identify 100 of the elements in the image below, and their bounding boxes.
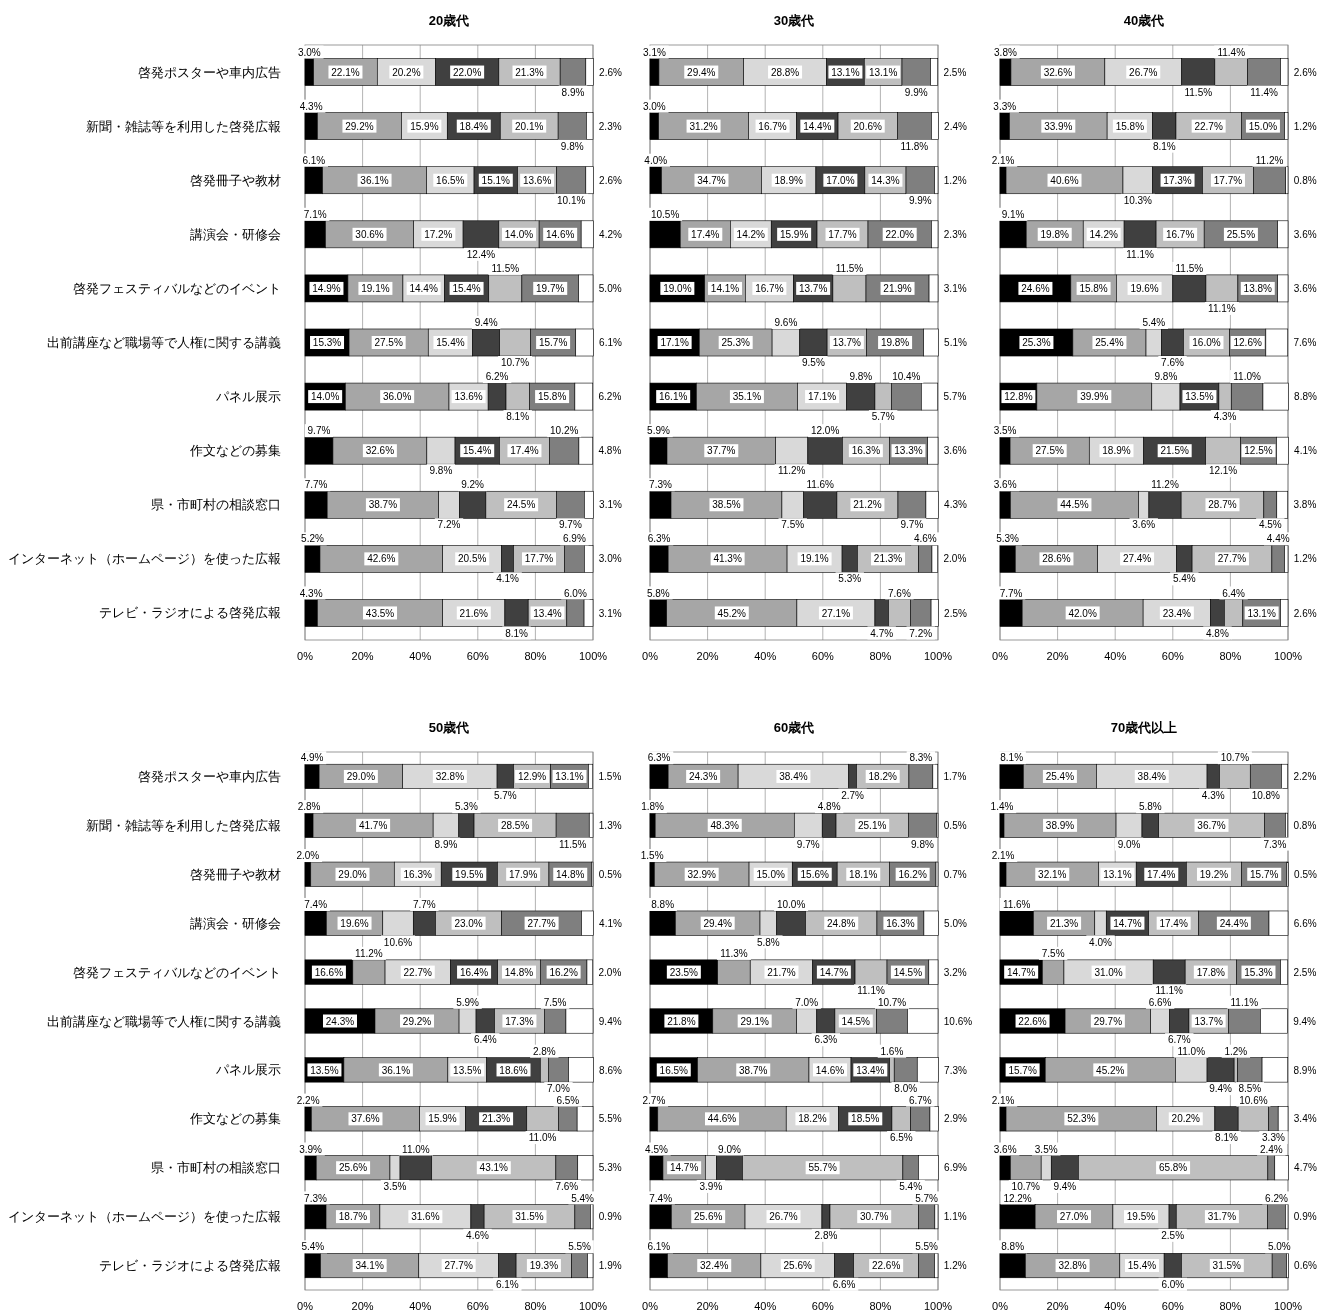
- data-label: 21.3%: [481, 1113, 511, 1125]
- data-label: 2.3%: [598, 120, 622, 132]
- data-label: 48.3%: [710, 819, 740, 831]
- data-label: 9.9%: [908, 194, 932, 206]
- y-tick-label: 作文などの募集: [189, 444, 281, 459]
- data-label: 29.4%: [703, 917, 732, 929]
- data-label: 2.5%: [944, 607, 967, 619]
- data-label: 15.7%: [1008, 1064, 1037, 1076]
- chart-title: 20歳代: [428, 13, 470, 28]
- data-label: 30.6%: [355, 228, 384, 240]
- data-label: 9.2%: [461, 479, 485, 491]
- data-label: 6.0%: [1161, 1278, 1185, 1290]
- data-label: 14.6%: [545, 228, 575, 240]
- data-label: 2.0%: [598, 966, 622, 978]
- x-tick-label: 80%: [869, 1300, 892, 1312]
- data-label: 7.6%: [888, 587, 911, 599]
- data-label: 4.0%: [644, 154, 668, 166]
- data-label: 3.6%: [1293, 283, 1317, 295]
- data-label: 21.7%: [767, 966, 796, 978]
- data-label: 4.3%: [299, 587, 323, 599]
- data-label: 7.0%: [547, 1083, 570, 1095]
- data-label: 44.5%: [1060, 499, 1089, 511]
- data-label: 11.1%: [857, 985, 885, 997]
- data-label: 12.4%: [466, 248, 496, 260]
- data-label: 1.1%: [943, 1211, 967, 1223]
- data-label: 3.5%: [993, 425, 1017, 437]
- data-label: 15.3%: [312, 337, 342, 349]
- data-label: 13.7%: [798, 283, 828, 295]
- data-label: 11.8%: [900, 140, 929, 152]
- data-label: 9.7%: [307, 425, 331, 437]
- data-label: 1.2%: [943, 174, 967, 186]
- x-tick-label: 60%: [811, 650, 835, 662]
- data-label: 32.1%: [1038, 868, 1067, 880]
- data-label: 13.5%: [310, 1064, 339, 1076]
- data-label: 17.4%: [691, 228, 720, 240]
- data-label: 6.0%: [564, 587, 587, 599]
- data-label: 13.7%: [832, 337, 862, 349]
- data-label: 23.4%: [1162, 607, 1192, 619]
- data-label: 11.0%: [1233, 371, 1262, 383]
- data-label: 7.6%: [1161, 357, 1185, 369]
- data-label: 7.3%: [944, 1064, 967, 1076]
- data-label: 4.4%: [1266, 533, 1290, 545]
- data-label: 12.1%: [1208, 465, 1238, 477]
- data-label: 9.0%: [718, 1143, 741, 1155]
- data-label: 28.6%: [1042, 553, 1071, 565]
- data-label: 6.4%: [473, 1034, 497, 1046]
- x-tick-label: 20%: [351, 1300, 374, 1312]
- data-label: 4.3%: [944, 499, 967, 511]
- data-label: 2.5%: [1293, 966, 1317, 978]
- data-label: 6.6%: [1293, 917, 1317, 929]
- data-label: 25.6%: [783, 1260, 813, 1272]
- data-label: 5.1%: [944, 337, 967, 349]
- y-tick-label: 新聞・雑誌等を利用した啓発広報: [86, 118, 281, 134]
- x-tick-label: 60%: [811, 1300, 835, 1312]
- data-label: 14.7%: [1006, 966, 1036, 978]
- x-tick-label: 100%: [578, 650, 608, 662]
- data-label: 19.3%: [529, 1260, 559, 1272]
- data-label: 13.4%: [533, 607, 562, 619]
- data-label: 5.7%: [915, 1192, 939, 1204]
- y-tick-label: 啓発冊子や教材: [190, 867, 281, 882]
- data-label: 14.4%: [409, 283, 438, 295]
- data-label: 12.5%: [1244, 445, 1273, 457]
- data-label: 0.5%: [1294, 868, 1317, 880]
- data-label: 25.3%: [721, 337, 750, 349]
- data-label: 4.5%: [645, 1143, 668, 1155]
- data-label: 0.8%: [1293, 174, 1317, 186]
- data-label: 16.5%: [659, 1064, 689, 1076]
- data-label: 11.1%: [1230, 996, 1259, 1008]
- x-tick-label: 40%: [409, 650, 432, 662]
- data-label: 5.4%: [301, 1241, 325, 1253]
- data-label: 19.6%: [1130, 283, 1159, 295]
- data-label: 16.3%: [851, 445, 881, 457]
- data-label: 5.4%: [1142, 317, 1166, 329]
- data-label: 11.5%: [1175, 262, 1204, 274]
- data-label: 6.3%: [647, 533, 671, 545]
- data-label: 29.0%: [346, 771, 376, 783]
- data-label: 9.7%: [900, 519, 924, 531]
- data-label: 5.3%: [996, 533, 1020, 545]
- data-label: 2.5%: [943, 66, 967, 78]
- data-label: 3.8%: [1293, 499, 1317, 511]
- data-label: 1.8%: [641, 801, 665, 813]
- data-label: 16.2%: [549, 966, 578, 978]
- x-tick-label: 0%: [297, 1300, 314, 1312]
- data-label: 1.5%: [640, 850, 664, 862]
- data-label: 18.1%: [849, 868, 878, 880]
- data-label: 17.3%: [505, 1015, 534, 1027]
- data-label: 19.1%: [361, 283, 390, 295]
- data-label: 13.7%: [1194, 1015, 1223, 1027]
- data-label: 4.1%: [1294, 445, 1317, 457]
- data-label: 5.4%: [899, 1181, 923, 1193]
- data-label: 17.2%: [424, 228, 453, 240]
- data-label: 4.0%: [1089, 936, 1113, 948]
- data-label: 2.2%: [1293, 771, 1317, 783]
- data-label: 17.9%: [508, 868, 538, 880]
- data-label: 5.4%: [571, 1192, 595, 1204]
- data-label: 7.5%: [1041, 947, 1065, 959]
- x-tick-label: 40%: [754, 650, 777, 662]
- data-label: 15.1%: [481, 174, 511, 186]
- data-label: 0.8%: [1293, 819, 1317, 831]
- data-label: 13.5%: [453, 1064, 482, 1076]
